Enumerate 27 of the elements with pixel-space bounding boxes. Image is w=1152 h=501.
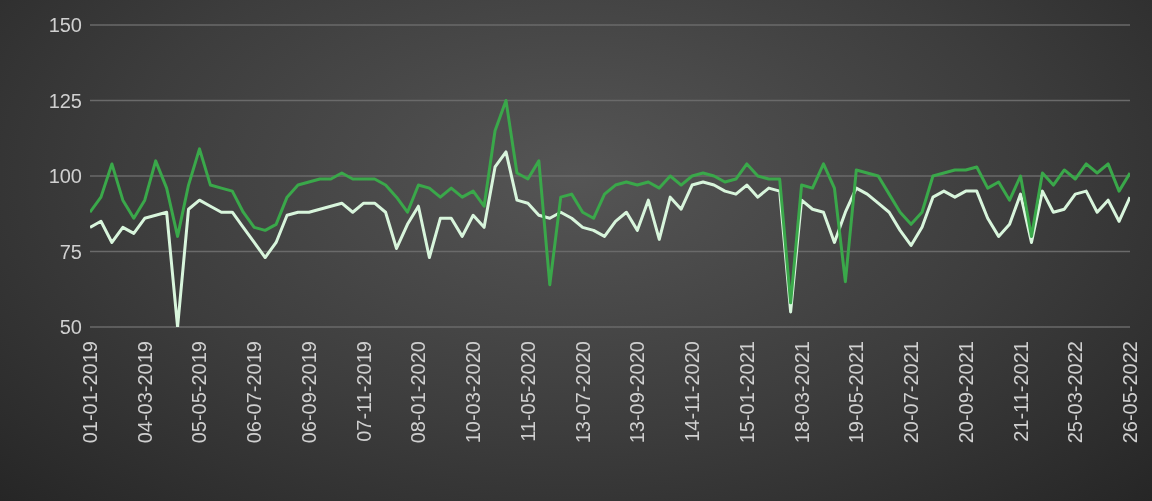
x-tick-label: 18-03-2021 [790, 341, 813, 444]
x-tick-label: 25-03-2022 [1064, 341, 1087, 444]
x-tick-label: 20-09-2021 [954, 341, 977, 444]
x-tick-label: 05-05-2019 [188, 341, 211, 444]
x-tick-label: 26-05-2022 [1119, 341, 1141, 444]
x-tick-label: 21-11-2021 [1009, 341, 1032, 442]
x-tick-label: 13-07-2020 [571, 341, 594, 444]
y-tick-label: 75 [59, 240, 82, 263]
x-tick-label: 20-07-2021 [900, 341, 923, 444]
x-tick-label: 06-07-2019 [243, 341, 266, 444]
x-tick-label: 14-11-2020 [681, 341, 704, 442]
x-tick-label: 10-03-2020 [462, 341, 485, 444]
y-tick-label: 100 [48, 165, 82, 188]
x-tick-label: 07-11-2019 [352, 341, 375, 442]
x-tick-label: 04-03-2019 [133, 341, 156, 444]
y-tick-label: 150 [48, 14, 82, 37]
x-tick-label: 01-01-2019 [79, 341, 101, 444]
line-series [90, 99, 1130, 305]
y-tick-label: 50 [59, 316, 82, 339]
y-tick-label: 125 [48, 89, 82, 112]
x-tick-label: 08-01-2020 [407, 341, 430, 444]
x-tick-label: 15-01-2021 [735, 341, 758, 444]
x-tick-label: 13-09-2020 [626, 341, 649, 444]
x-tick-label: 11-05-2020 [516, 341, 539, 442]
x-tick-label: 19-05-2021 [845, 341, 868, 444]
x-tick-label: 06-09-2019 [297, 341, 320, 444]
line-series [90, 150, 1130, 327]
